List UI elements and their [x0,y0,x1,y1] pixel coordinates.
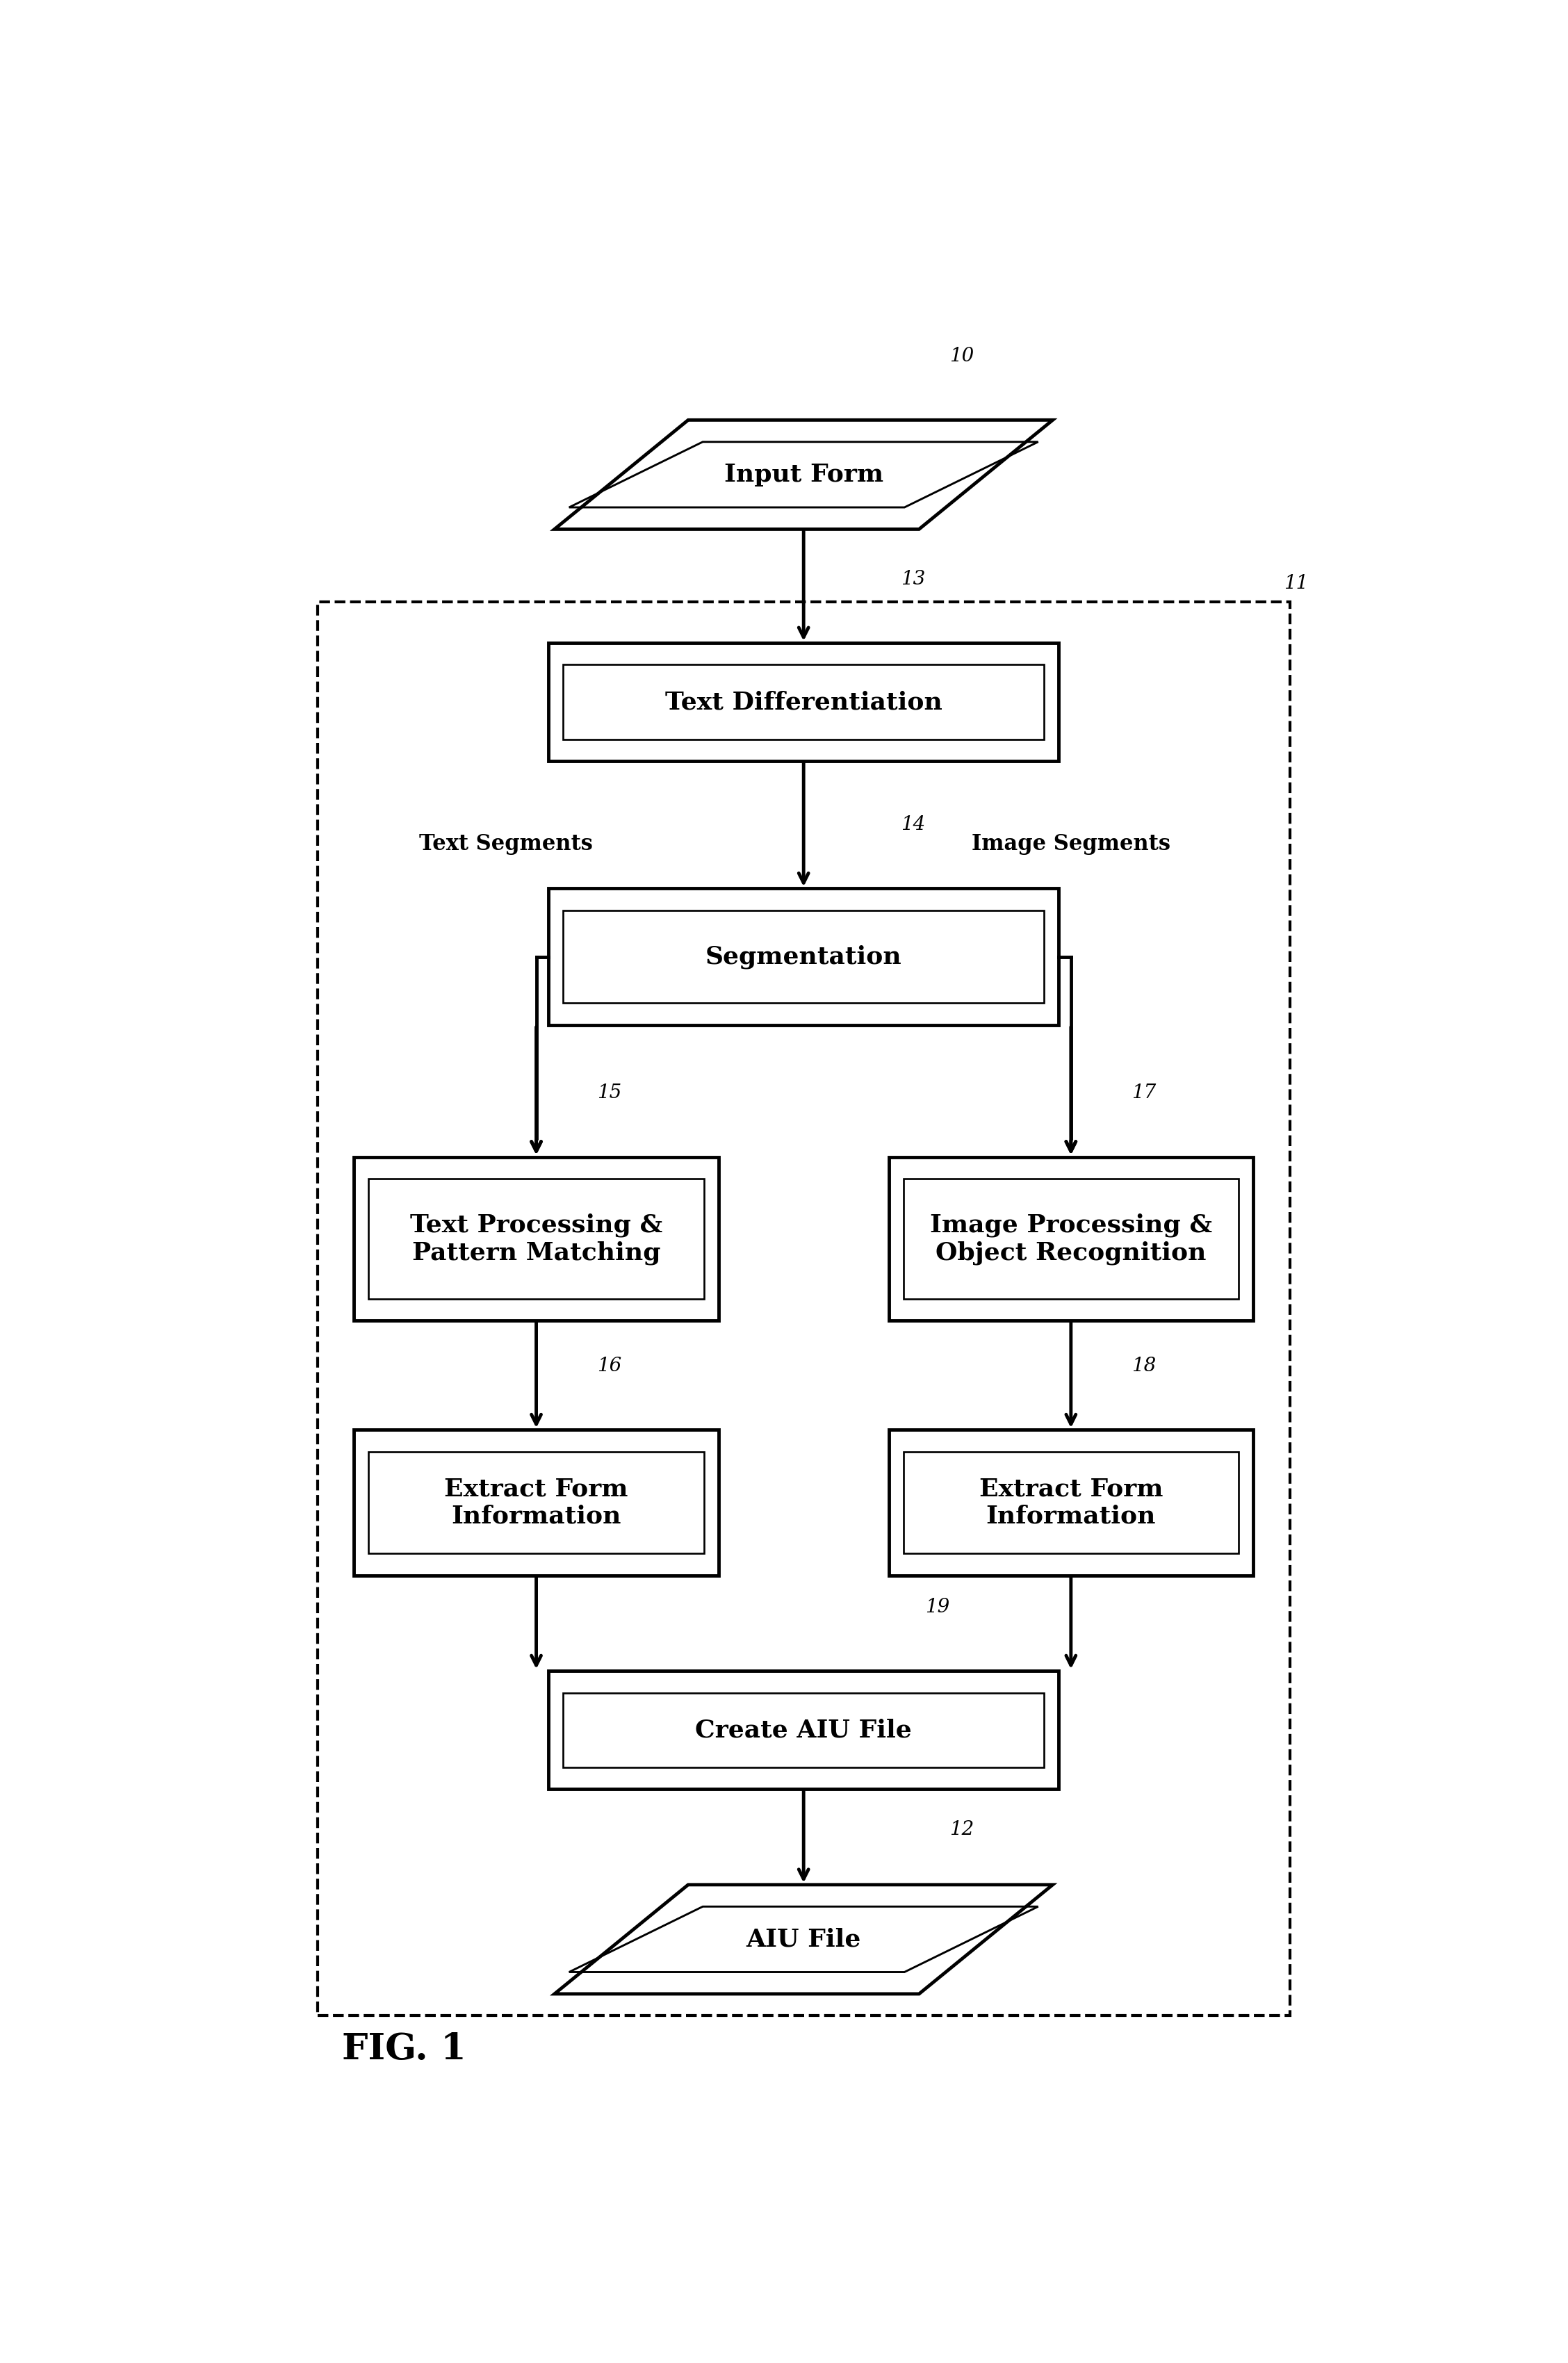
Text: AIU File: AIU File [746,1928,861,1952]
Text: 15: 15 [597,1085,621,1101]
Text: 12: 12 [950,1820,974,1838]
Text: 19: 19 [925,1597,950,1616]
Bar [368,1179,704,1300]
Bar [889,1158,1253,1321]
Text: 11: 11 [1284,574,1308,593]
Text: Text Differentiation: Text Differentiation [665,690,942,714]
Bar [903,1179,1239,1300]
Polygon shape [555,1886,1052,1994]
Text: Extract Form
Information: Extract Form Information [978,1477,1163,1529]
Bar [368,1451,704,1552]
Text: Image Segments: Image Segments [972,834,1170,855]
Bar [354,1158,718,1321]
Bar [563,1692,1044,1768]
Bar [549,643,1058,761]
Polygon shape [555,421,1052,529]
Text: 14: 14 [900,815,925,834]
Text: Text Segments: Text Segments [419,834,593,855]
Bar [563,664,1044,740]
Bar [317,603,1290,2016]
Text: 17: 17 [1132,1085,1156,1101]
Text: FIG. 1: FIG. 1 [342,2032,466,2068]
Bar [354,1430,718,1576]
Text: 13: 13 [900,569,925,588]
Text: Image Processing &
Object Recognition: Image Processing & Object Recognition [930,1212,1212,1264]
Bar [549,1671,1058,1789]
Text: Extract Form
Information: Extract Form Information [444,1477,629,1529]
Bar [903,1451,1239,1552]
Bar [549,888,1058,1026]
Text: 10: 10 [950,347,974,366]
Bar [563,910,1044,1004]
Text: Input Form: Input Form [724,463,883,487]
Text: Segmentation: Segmentation [706,945,902,969]
Text: Create AIU File: Create AIU File [695,1718,913,1742]
Text: 18: 18 [1132,1356,1156,1375]
Text: Text Processing &
Pattern Matching: Text Processing & Pattern Matching [411,1212,662,1264]
Text: 16: 16 [597,1356,621,1375]
Bar [889,1430,1253,1576]
